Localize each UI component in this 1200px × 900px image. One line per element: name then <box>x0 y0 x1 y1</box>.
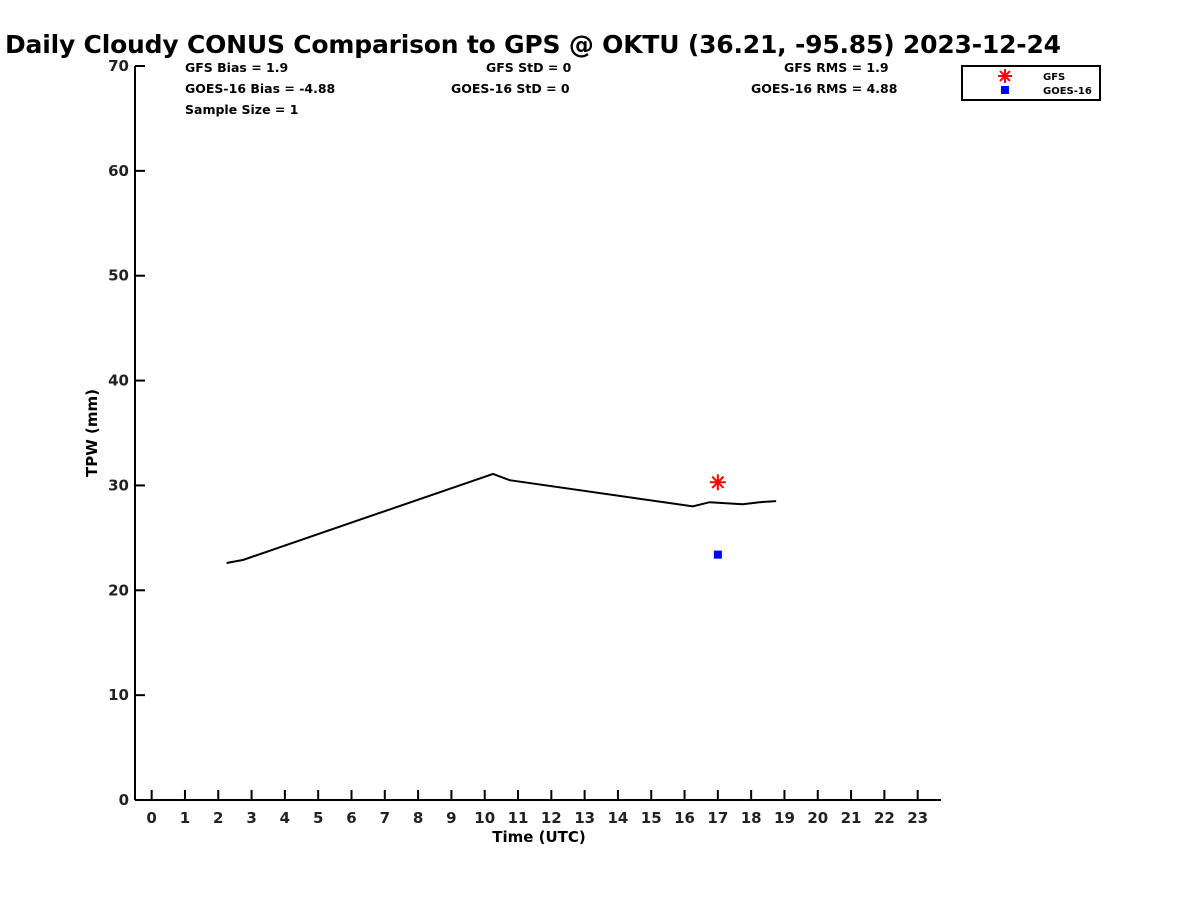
x-tick-label: 9 <box>446 809 456 827</box>
x-tick-label: 20 <box>807 809 828 827</box>
data-marks <box>226 472 777 565</box>
x-tick-label: 11 <box>508 809 529 827</box>
x-tick-label: 16 <box>674 809 695 827</box>
x-tick-label: 18 <box>741 809 762 827</box>
x-tick-label: 15 <box>641 809 662 827</box>
y-tick-label: 60 <box>108 162 129 180</box>
x-tick-label: 10 <box>474 809 495 827</box>
gfs-rms-stat: GFS RMS = 1.9 <box>784 60 889 75</box>
y-axis-label: TPW (mm) <box>83 389 101 477</box>
x-tick-label: 23 <box>907 809 928 827</box>
x-axis-label: Time (UTC) <box>492 828 586 846</box>
x-tick-label: 13 <box>574 809 595 827</box>
x-tick-label: 17 <box>707 809 728 827</box>
x-tick-label: 1 <box>180 809 190 827</box>
y-tick-label: 20 <box>108 581 129 599</box>
x-tick-label: 22 <box>874 809 895 827</box>
goes-std-stat: GOES-16 StD = 0 <box>451 81 570 96</box>
x-tick-label: 6 <box>346 809 356 827</box>
tick-marks: 0 1 2 3 4 5 6 7 8 9 10 11 12 13 14 15 16 17 18 19 20 21 22 2301… <box>108 57 928 827</box>
chart-title: Daily Cloudy CONUS Comparison to GPS @ O… <box>5 30 1061 59</box>
axes <box>134 66 941 801</box>
y-tick-label: 40 <box>108 372 129 390</box>
legend-goes16-marker <box>1001 86 1009 94</box>
x-tick-label: 0 <box>146 809 156 827</box>
x-tick-label: 2 <box>213 809 223 827</box>
x-tick-label: 3 <box>246 809 256 827</box>
x-tick-label: 4 <box>280 809 290 827</box>
goes-rms-stat: GOES-16 RMS = 4.88 <box>751 81 898 96</box>
x-tick-label: 19 <box>774 809 795 827</box>
asterisk-stroke <box>999 70 1011 82</box>
y-tick-label: 10 <box>108 686 129 704</box>
gps-tpw-line <box>226 472 777 565</box>
legend-box <box>961 65 1101 101</box>
legend-label: GOES-16 <box>1043 86 1092 97</box>
x-tick-label: 7 <box>380 809 390 827</box>
x-tick-label: 12 <box>541 809 562 827</box>
legend-label: GFS <box>1043 72 1065 83</box>
x-tick-label: 21 <box>841 809 862 827</box>
x-tick-label: 5 <box>313 809 323 827</box>
x-tick-label: 8 <box>413 809 423 827</box>
y-tick-label: 30 <box>108 476 129 494</box>
goes-bias-stat: GOES-16 Bias = -4.88 <box>185 81 336 96</box>
gfs-point <box>709 474 726 491</box>
sample-size-stat: Sample Size = 1 <box>185 102 299 117</box>
legend: GFS GOES-16 <box>961 65 1101 101</box>
y-tick-label: 50 <box>108 267 129 285</box>
gfs-bias-stat: GFS Bias = 1.9 <box>185 60 289 75</box>
goes16-point <box>713 550 722 559</box>
asterisk-stroke <box>711 475 725 489</box>
y-tick-label: 70 <box>108 57 129 75</box>
gfs-std-stat: GFS StD = 0 <box>486 60 572 75</box>
x-tick-label: 14 <box>607 809 628 827</box>
y-tick-label: 0 <box>119 791 129 809</box>
legend-gfs-marker <box>998 69 1012 83</box>
